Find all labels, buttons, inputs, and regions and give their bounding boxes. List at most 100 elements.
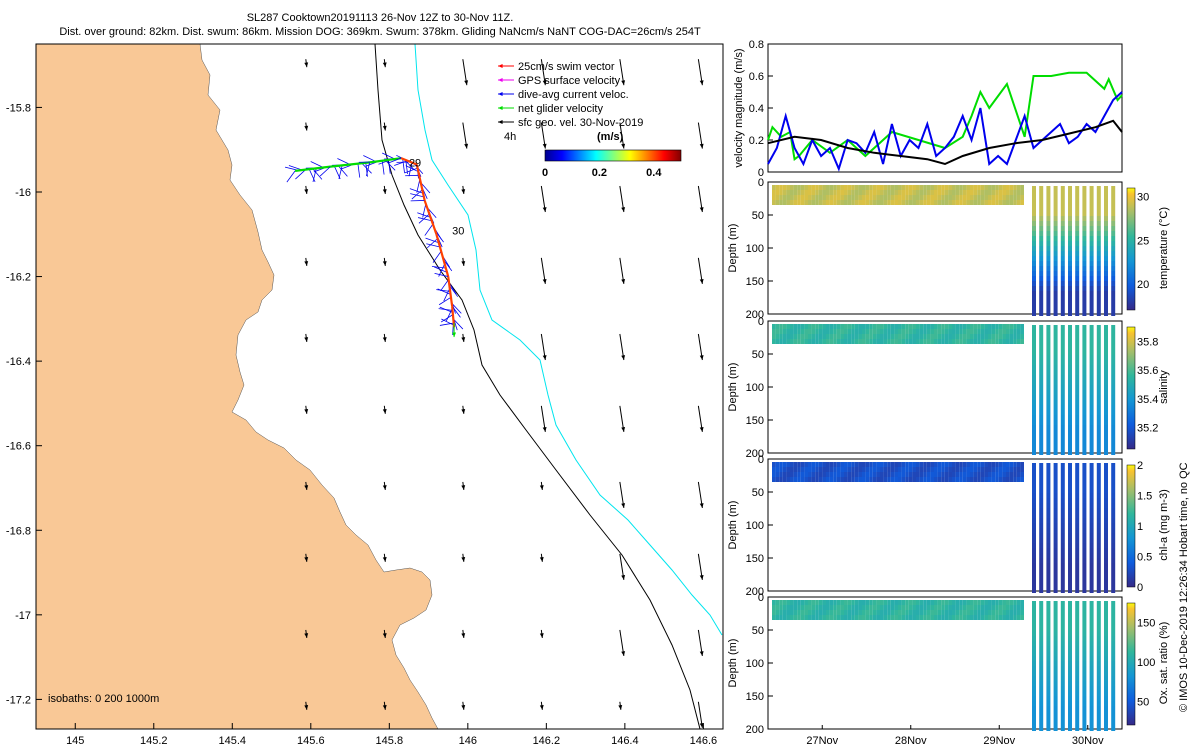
- data-cell: [1104, 691, 1108, 696]
- data-cell: [1075, 676, 1080, 681]
- data-cell: [1039, 583, 1044, 588]
- data-cell: [959, 195, 963, 200]
- data-cell: [1039, 256, 1044, 261]
- data-cell: [1111, 563, 1116, 568]
- data-cell: [1089, 701, 1094, 706]
- geo-vector-head: [382, 557, 387, 562]
- data-cell: [1013, 467, 1017, 472]
- velocity-axes: [767, 43, 1123, 173]
- data-cell: [919, 334, 924, 339]
- data-cell: [1039, 206, 1044, 211]
- data-cell: [840, 467, 844, 472]
- data-cell: [1111, 518, 1116, 523]
- data-cell: [1053, 261, 1058, 266]
- data-cell: [1096, 415, 1101, 420]
- data-cell: [1075, 606, 1080, 611]
- data-cell: [1082, 611, 1087, 616]
- data-cell: [1039, 380, 1044, 385]
- data-cell: [1089, 276, 1094, 281]
- data-cell: [1060, 450, 1065, 455]
- data-cell: [1039, 568, 1044, 573]
- data-cell: [1020, 185, 1024, 190]
- data-cell: [1053, 355, 1058, 360]
- data-cell: [872, 615, 877, 620]
- data-cell: [1082, 415, 1087, 420]
- data-cell: [1060, 380, 1065, 385]
- data-cell: [1053, 543, 1058, 548]
- data-cell: [1104, 370, 1108, 375]
- data-cell: [984, 195, 988, 200]
- data-cell: [934, 477, 938, 482]
- colorbar-label: chl-a (mg m-3): [1158, 489, 1170, 561]
- data-cell: [1046, 573, 1051, 578]
- colorbar-tick-label: 150: [1137, 618, 1155, 630]
- speed-colorbar-ticks: 0 0.2 0.4: [542, 167, 662, 179]
- data-cell: [998, 477, 1003, 482]
- data-cell: [998, 467, 1003, 472]
- data-cell: [1068, 478, 1072, 483]
- data-cell: [952, 185, 956, 190]
- data-cell: [836, 190, 841, 195]
- data-cell: [1032, 523, 1036, 528]
- data-cell: [995, 605, 999, 610]
- dac-vector: [338, 165, 343, 180]
- data-cell: [840, 605, 844, 610]
- data-cell: [1096, 563, 1101, 568]
- data-cell: [1046, 196, 1051, 201]
- data-cell: [1096, 711, 1101, 716]
- data-cell: [1053, 528, 1058, 533]
- data-cell: [905, 610, 909, 615]
- data-cell: [1111, 478, 1116, 483]
- data-cell: [840, 190, 844, 195]
- data-cell: [1075, 626, 1080, 631]
- data-cell: [1046, 201, 1051, 206]
- data-cell: [790, 190, 794, 195]
- data-cell: [1068, 450, 1072, 455]
- data-cell: [1039, 430, 1044, 435]
- data-cell: [1006, 615, 1010, 620]
- data-cell: [793, 339, 798, 344]
- data-cell: [916, 477, 920, 482]
- data-cell: [1075, 385, 1080, 390]
- data-cell: [890, 605, 895, 610]
- data-cell: [1104, 385, 1108, 390]
- data-cell: [1104, 513, 1108, 518]
- data-cell: [1104, 538, 1108, 543]
- data-cell: [995, 329, 999, 334]
- data-cell: [836, 334, 841, 339]
- data-cell: [1075, 533, 1080, 538]
- data-cell: [1075, 251, 1080, 256]
- data-cell: [1060, 345, 1065, 350]
- data-cell: [1082, 375, 1087, 380]
- data-cell: [988, 339, 992, 344]
- data-cell: [1082, 216, 1087, 221]
- data-cell: [1104, 221, 1108, 226]
- data-cell: [1096, 483, 1101, 488]
- data-cell: [1075, 345, 1080, 350]
- data-cell: [1096, 445, 1101, 450]
- data-cell: [1060, 415, 1065, 420]
- data-cell: [1068, 405, 1072, 410]
- data-cell: [1111, 405, 1116, 410]
- data-cell: [955, 462, 960, 467]
- data-cell: [1096, 410, 1101, 415]
- data-cell: [872, 329, 877, 334]
- data-cell: [815, 339, 819, 344]
- data-cell: [894, 339, 898, 344]
- data-cell: [1006, 605, 1010, 610]
- data-cell: [1089, 686, 1094, 691]
- data-cell: [1068, 355, 1072, 360]
- geo-vector-head: [621, 207, 626, 212]
- data-cell: [1104, 405, 1108, 410]
- data-cell: [887, 334, 891, 339]
- data-cell: [1096, 345, 1101, 350]
- data-cell: [844, 200, 848, 205]
- data-cell: [1053, 726, 1058, 731]
- data-cell: [772, 472, 776, 477]
- data-cell: [1046, 646, 1051, 651]
- data-cell: [1009, 195, 1014, 200]
- data-cell: [1060, 301, 1065, 306]
- data-cell: [952, 200, 956, 205]
- data-cell: [1104, 528, 1108, 533]
